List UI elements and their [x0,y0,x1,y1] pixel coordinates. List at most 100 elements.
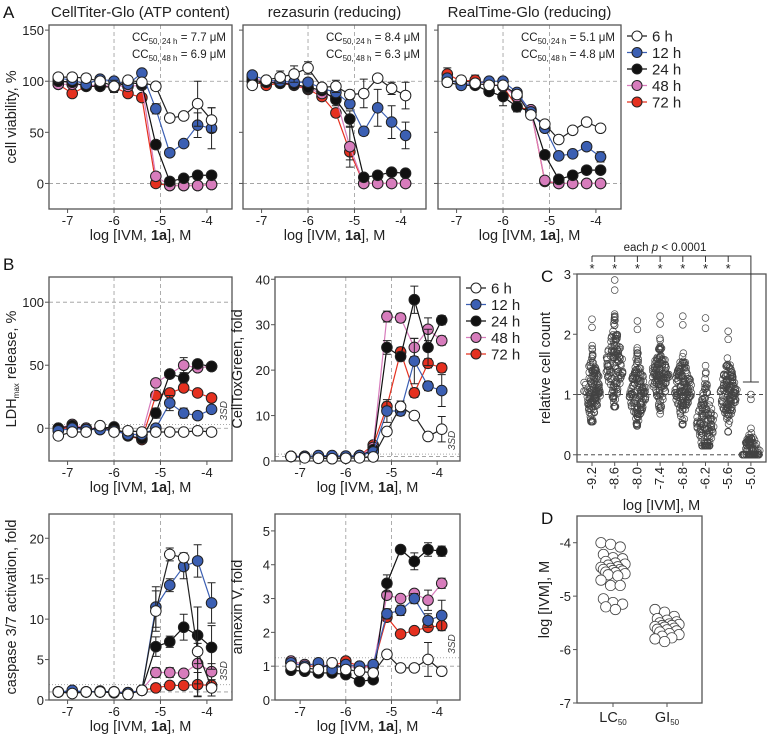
cc50-annotation-rest: = 6.3 μM [372,49,421,61]
data-point [511,100,523,113]
data-point [707,409,716,417]
data-point [726,363,734,372]
data-point [657,380,665,389]
data-point [422,543,434,556]
cc50-annotation: CC50, 48 h = 6.9 μM [132,49,226,63]
cc50-annotation-sub: 50, 48 h [343,54,372,63]
data-point [163,146,176,159]
data-point [191,409,204,422]
data-point [163,548,176,561]
xlabel-part: ], M [556,228,580,244]
data-point [539,174,551,187]
data-point [552,173,565,186]
line-chart-1: -7 -6 -5 -4 log [IVM, 1a], M rezasurin (reduc… [239,4,427,244]
data-point [728,373,736,381]
xlabel-part: log [IVM, [90,228,151,244]
data-point [595,537,607,549]
data-point [52,686,65,698]
legend-marker [631,47,643,58]
data-point [658,392,667,401]
data-point [751,441,759,449]
data-point [614,346,622,354]
data-point [680,415,689,423]
x-tick-label: -4 [395,213,407,228]
xlabel-part: log [IVM, [90,719,151,735]
data-point [150,407,162,419]
data-point [656,336,664,345]
data-point [371,102,384,114]
data-point [722,380,730,389]
xlabel-part: log [IVM, [317,719,378,735]
data-point [122,688,134,701]
data-point [705,441,713,450]
data-point [177,372,190,384]
data-point [408,662,421,674]
x-tick-label: -7.4 [652,467,667,489]
legend-label: 72 h [652,95,681,112]
series-6h [246,61,412,110]
data-point [163,397,176,409]
data-point [435,423,448,435]
data-point [681,400,689,409]
data-point [614,579,626,592]
data-point [66,687,79,700]
y-tick-label: 150 [22,23,44,38]
data-point [163,635,176,648]
y-axis-label-base: caspase 3/7 activation, fold [4,520,20,695]
data-point [724,420,733,428]
data-point [385,166,398,178]
data-point [353,452,366,464]
xlabel-part: ], M [394,480,418,496]
series-line [290,615,442,667]
data-point [703,424,711,432]
data-point [595,574,607,586]
cc50-annotation: CC50, 24 h = 7.7 μM [132,32,226,46]
data-point [677,392,686,400]
data-point [679,312,687,320]
data-point [634,416,643,425]
data-point [191,169,204,182]
data-point [719,404,727,412]
y-tick-label: -5 [559,589,571,604]
data-point [205,597,218,609]
data-point [353,665,366,678]
data-point [580,140,593,153]
data-point [726,396,734,404]
data-point [633,422,641,430]
data-point [723,354,732,362]
data-point [435,545,448,558]
data-point [678,420,687,429]
data-point [676,407,684,416]
data-point [205,641,218,654]
data-point [701,383,709,391]
data-point [634,349,642,358]
data-point [435,384,448,397]
y-axis-label-base: annexin V, fold [230,560,246,655]
legend-marker [470,299,482,310]
data-point [344,113,356,125]
data-point [274,71,286,83]
data-point [394,350,407,363]
data-point [610,321,619,330]
y-tick-label: 50 [30,125,44,140]
legend-marker [470,315,482,327]
data-point [584,399,593,407]
data-point [52,71,65,83]
x-tick-label: -8.6 [607,467,622,489]
data-point [722,362,731,371]
data-point [588,396,596,405]
data-point [246,69,259,81]
data-point [594,382,603,390]
x-axis-label: log [IVM, 1a], M [479,228,581,244]
data-point [610,316,619,324]
series-6h [441,74,607,146]
legend-marker [631,63,643,75]
data-point [633,419,641,427]
x-tick-label: -8.0 [629,467,644,489]
data-point [163,666,176,679]
data-point [408,293,421,306]
data-point [191,424,204,437]
threshold-3sd-label: 3SD [219,661,230,680]
series-line [290,315,443,458]
data-point [136,76,148,89]
